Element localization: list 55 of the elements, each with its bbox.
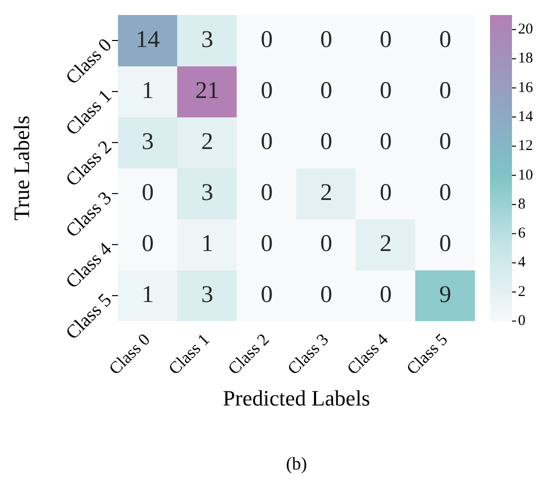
data-label: 1 — [201, 230, 214, 257]
data-label: 3 — [201, 180, 214, 206]
data-label: 0 — [320, 128, 332, 155]
data-label: 0 — [320, 230, 332, 257]
data-label: 3 — [142, 128, 154, 155]
color-bar-label: 0 — [518, 313, 526, 330]
x-tick-label: Class 2 — [224, 330, 273, 378]
data-label: 0 — [380, 128, 392, 155]
color-bar-label: 2 — [518, 284, 526, 300]
data-label: 2 — [380, 230, 392, 257]
data-label: 1 — [142, 282, 154, 308]
data-label: 0 — [260, 78, 273, 104]
data-label: 14 — [136, 26, 160, 53]
color-bar-label: 12 — [518, 138, 533, 154]
data-label: 0 — [439, 26, 452, 53]
data-label: 0 — [260, 282, 273, 308]
data-label: 2 — [201, 128, 214, 155]
data-label: 9 — [439, 282, 452, 308]
data-label: 21 — [195, 78, 220, 104]
data-label: 3 — [201, 26, 214, 53]
x-tick-label: Class 4 — [343, 330, 392, 378]
data-label: 2 — [320, 180, 332, 206]
data-label: 0 — [142, 230, 154, 257]
color-bar-label: 6 — [518, 226, 526, 242]
x-tick-label: Class 3 — [284, 330, 332, 378]
y-axis-title: True Labels — [8, 116, 34, 221]
x-tick-label: Class 5 — [402, 330, 452, 378]
color-bar-label: 4 — [518, 254, 526, 271]
data-label: 0 — [142, 180, 154, 206]
color-bar-label: 20 — [518, 22, 533, 38]
data-label: 0 — [380, 180, 392, 206]
data-label: 0 — [380, 78, 392, 104]
data-label: 1 — [142, 78, 154, 104]
data-label: 0 — [260, 230, 273, 257]
data-label: 0 — [380, 282, 392, 308]
color-bar-label: 14 — [518, 108, 534, 125]
data-label: 0 — [439, 230, 452, 257]
x-tick-label: Class 1 — [164, 330, 214, 378]
data-label: 0 — [260, 26, 273, 53]
color-bar-label: 16 — [518, 80, 534, 96]
data-label: 3 — [201, 282, 214, 308]
text: (b) — [286, 454, 307, 474]
color-bar-label: 18 — [518, 50, 533, 67]
data-label: 0 — [320, 78, 332, 104]
data-label: 0 — [320, 26, 332, 53]
x-axis-title: Predicted Labels — [222, 386, 370, 411]
data-label: 0 — [439, 128, 452, 155]
color-bar-label: 10 — [518, 167, 533, 184]
data-label: 0 — [439, 180, 452, 206]
data-label: 0 — [320, 282, 332, 308]
data-label: 0 — [260, 128, 273, 155]
data-label: 0 — [439, 78, 452, 104]
color-bar-label: 8 — [518, 196, 526, 212]
data-label: 0 — [260, 180, 273, 206]
data-label: 0 — [380, 26, 392, 53]
